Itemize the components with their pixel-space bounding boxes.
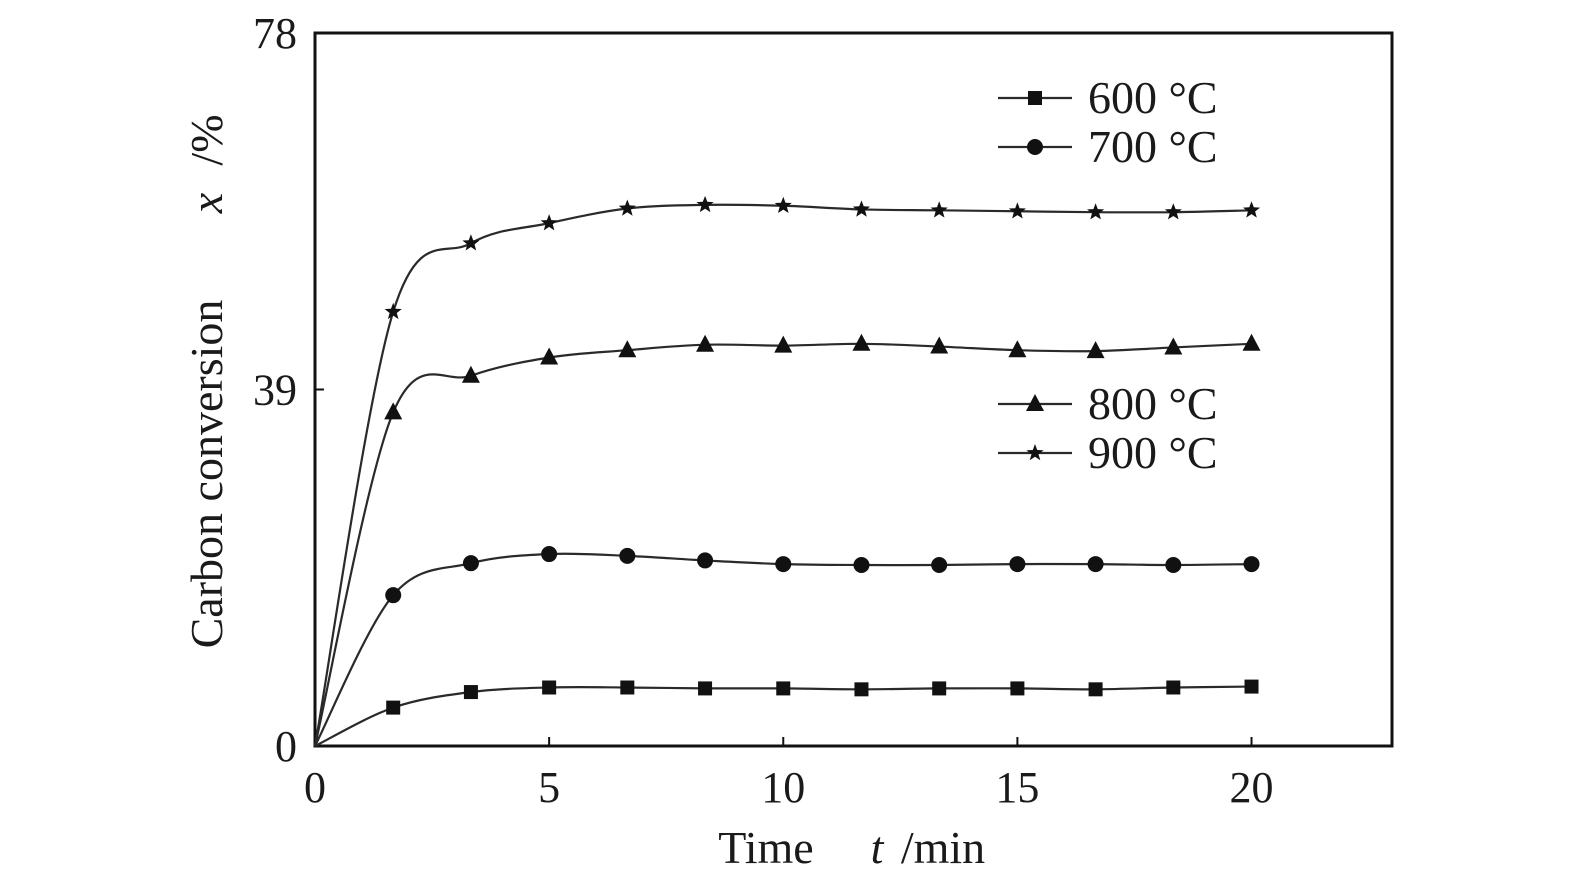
legend: 600 °C 700 °C 800 °C 900 °C: [998, 72, 1218, 478]
x-axis: 0 5 10 15 20: [304, 737, 1274, 812]
series-triangle: [313, 333, 1261, 747]
legend-triangle-marker: [1026, 394, 1044, 411]
plot-frame: [313, 31, 1394, 748]
x-axis-label-name: Time: [718, 822, 813, 873]
legend-entry-700: 700 °C: [998, 121, 1218, 172]
data-point-square: [463, 685, 478, 700]
series-star: [313, 195, 1261, 747]
x-tick-label: 5: [538, 763, 560, 812]
data-point-triangle: [384, 402, 403, 420]
y-tick-label: 78: [253, 9, 297, 58]
data-point-square: [620, 680, 635, 695]
data-point-square: [854, 682, 869, 697]
legend-label-800: 800 °C: [1088, 378, 1218, 429]
data-point-triangle: [1164, 337, 1183, 355]
data-point-square: [1244, 679, 1259, 694]
series-circle: [314, 546, 1260, 747]
data-point-circle: [619, 547, 636, 564]
data-point-circle: [697, 552, 714, 569]
data-point-star: [696, 195, 714, 213]
data-point-triangle: [1086, 341, 1105, 359]
x-tick-label: 15: [995, 763, 1039, 812]
y-tick-label: 0: [275, 722, 297, 771]
data-point-triangle: [1008, 340, 1027, 358]
data-point-circle: [462, 555, 479, 572]
data-point-circle: [775, 556, 792, 573]
data-point-circle: [385, 587, 402, 604]
data-point-triangle: [930, 336, 949, 354]
y-axis-label-symbol: x: [181, 192, 232, 214]
data-point-circle: [853, 557, 870, 574]
data-point-star: [540, 214, 558, 231]
data-point-square: [542, 680, 557, 695]
y-axis-label-name: Carbon conversion: [181, 300, 232, 649]
data-point-triangle: [696, 334, 715, 352]
data-point-triangle: [774, 335, 793, 353]
data-point-triangle: [1242, 333, 1261, 351]
y-tick-label: 39: [253, 366, 297, 415]
data-point-star: [930, 201, 948, 218]
data-point-triangle: [461, 365, 480, 383]
data-point-square: [1010, 681, 1025, 696]
series-square: [314, 679, 1259, 747]
x-axis-label: Time t /min: [718, 822, 985, 873]
data-point-circle: [1243, 556, 1260, 573]
data-point-square: [1166, 680, 1181, 695]
y-axis-label: Carbon conversion x /%: [181, 114, 232, 648]
x-axis-label-unit: /min: [901, 822, 985, 873]
data-point-star: [1164, 203, 1182, 220]
data-point-circle: [931, 557, 948, 574]
legend-entry-800: 800 °C: [998, 378, 1218, 429]
data-point-star: [618, 199, 636, 216]
data-point-star: [852, 200, 870, 217]
legend-label-900: 900 °C: [1088, 427, 1218, 478]
legend-square-marker: [1028, 91, 1042, 105]
y-axis-label-unit: /%: [181, 114, 232, 165]
data-point-star: [1087, 203, 1105, 220]
data-point-circle: [1165, 557, 1182, 574]
series-layer: [313, 195, 1261, 747]
data-point-square: [776, 681, 791, 696]
data-point-square: [932, 681, 947, 696]
legend-entry-900: 900 °C: [998, 427, 1218, 478]
data-point-circle: [541, 546, 558, 563]
data-point-triangle: [852, 333, 871, 351]
x-tick-label: 20: [1230, 763, 1274, 812]
data-point-square: [1088, 682, 1103, 697]
x-tick-label: 10: [761, 763, 805, 812]
legend-label-600: 600 °C: [1088, 72, 1218, 123]
series-line: [313, 342, 1252, 747]
x-axis-label-symbol: t: [871, 822, 885, 873]
data-point-star: [1008, 202, 1026, 219]
data-point-star: [462, 234, 480, 251]
data-point-triangle: [618, 340, 637, 358]
y-axis: 0 39 78: [253, 9, 324, 771]
data-point-square: [698, 681, 713, 696]
data-point-star: [1243, 201, 1261, 218]
legend-star-marker: [1026, 444, 1044, 461]
legend-label-700: 700 °C: [1088, 121, 1218, 172]
x-tick-label: 0: [304, 763, 326, 812]
data-point-circle: [1009, 556, 1026, 573]
data-point-triangle: [540, 347, 559, 365]
legend-circle-marker: [1027, 139, 1043, 155]
data-point-star: [774, 196, 792, 213]
data-point-circle: [1087, 556, 1104, 573]
data-point-star: [384, 302, 402, 320]
series-line: [314, 552, 1252, 747]
legend-entry-600: 600 °C: [998, 72, 1218, 123]
data-point-square: [386, 700, 401, 715]
